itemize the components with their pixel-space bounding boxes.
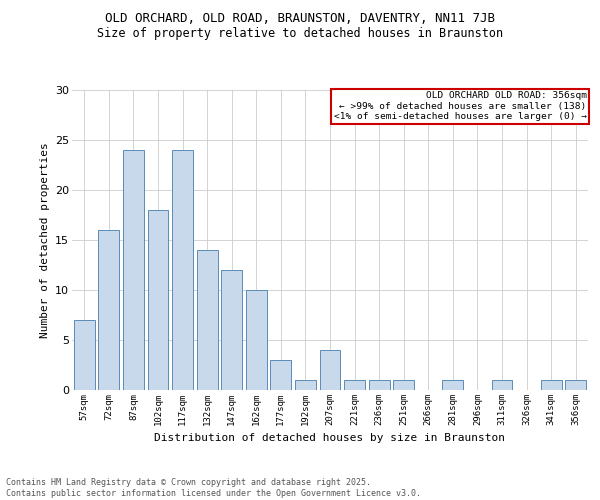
Bar — [172, 150, 193, 390]
Bar — [74, 320, 95, 390]
Bar — [295, 380, 316, 390]
Bar — [197, 250, 218, 390]
Bar — [98, 230, 119, 390]
Bar — [491, 380, 512, 390]
Bar — [221, 270, 242, 390]
Bar — [246, 290, 267, 390]
Bar — [565, 380, 586, 390]
Y-axis label: Number of detached properties: Number of detached properties — [40, 142, 50, 338]
Bar — [344, 380, 365, 390]
Bar — [541, 380, 562, 390]
Text: Size of property relative to detached houses in Braunston: Size of property relative to detached ho… — [97, 28, 503, 40]
Bar — [148, 210, 169, 390]
Text: OLD ORCHARD, OLD ROAD, BRAUNSTON, DAVENTRY, NN11 7JB: OLD ORCHARD, OLD ROAD, BRAUNSTON, DAVENT… — [105, 12, 495, 26]
Text: Contains HM Land Registry data © Crown copyright and database right 2025.
Contai: Contains HM Land Registry data © Crown c… — [6, 478, 421, 498]
Bar — [123, 150, 144, 390]
X-axis label: Distribution of detached houses by size in Braunston: Distribution of detached houses by size … — [155, 434, 505, 444]
Bar — [271, 360, 292, 390]
Text: OLD ORCHARD OLD ROAD: 356sqm
← >99% of detached houses are smaller (138)
<1% of : OLD ORCHARD OLD ROAD: 356sqm ← >99% of d… — [334, 92, 587, 121]
Bar — [442, 380, 463, 390]
Bar — [368, 380, 389, 390]
Bar — [393, 380, 414, 390]
Bar — [320, 350, 340, 390]
